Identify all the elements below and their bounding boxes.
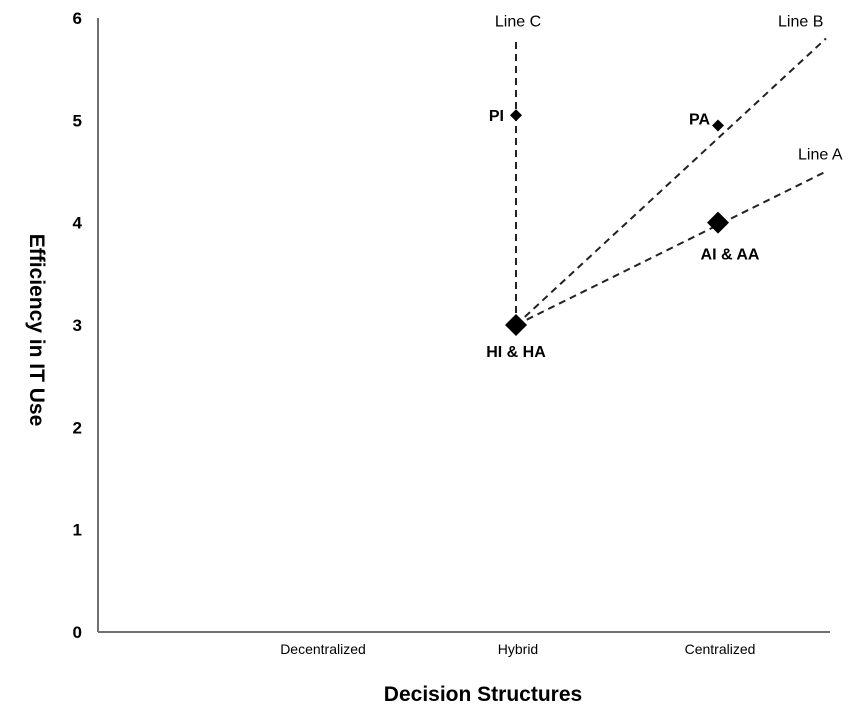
data-label: AI & AA xyxy=(701,247,760,264)
line-label: Line B xyxy=(778,13,823,30)
series-line xyxy=(515,37,827,326)
y-tick-label: 6 xyxy=(73,9,82,28)
x-tick-label: Decentralized xyxy=(280,641,366,657)
data-point xyxy=(707,211,729,234)
line-label: Line A xyxy=(798,147,843,164)
x-tick-label: Centralized xyxy=(685,641,756,657)
y-tick-labels: 0 1 2 3 4 5 6 xyxy=(73,9,83,642)
data-point xyxy=(712,119,724,132)
series-line xyxy=(515,170,827,326)
data-label: PI xyxy=(489,108,504,125)
line-label: Line C xyxy=(495,13,541,30)
x-axis-title: Decision Structures xyxy=(384,683,582,706)
data-label: PA xyxy=(689,111,710,128)
y-tick-label: 4 xyxy=(73,214,83,233)
y-tick-label: 1 xyxy=(73,521,82,540)
x-tick-label: Hybrid xyxy=(498,641,538,657)
annotation-labels: Line C Line B Line A HI & HA PI PA AI & AA xyxy=(486,13,843,361)
data-point xyxy=(510,109,522,122)
y-tick-label: 5 xyxy=(73,111,82,130)
y-axis-title: Efficiency in IT Use xyxy=(25,234,48,427)
series-lines xyxy=(515,37,827,326)
data-label: HI & HA xyxy=(486,344,546,361)
data-point xyxy=(505,314,527,336)
y-tick-label: 0 xyxy=(73,623,82,642)
chart-axes xyxy=(97,18,830,633)
y-tick-label: 3 xyxy=(73,316,82,335)
data-points xyxy=(505,109,729,336)
x-tick-labels: Decentralized Hybrid Centralized xyxy=(280,641,755,657)
y-tick-label: 2 xyxy=(73,418,82,437)
